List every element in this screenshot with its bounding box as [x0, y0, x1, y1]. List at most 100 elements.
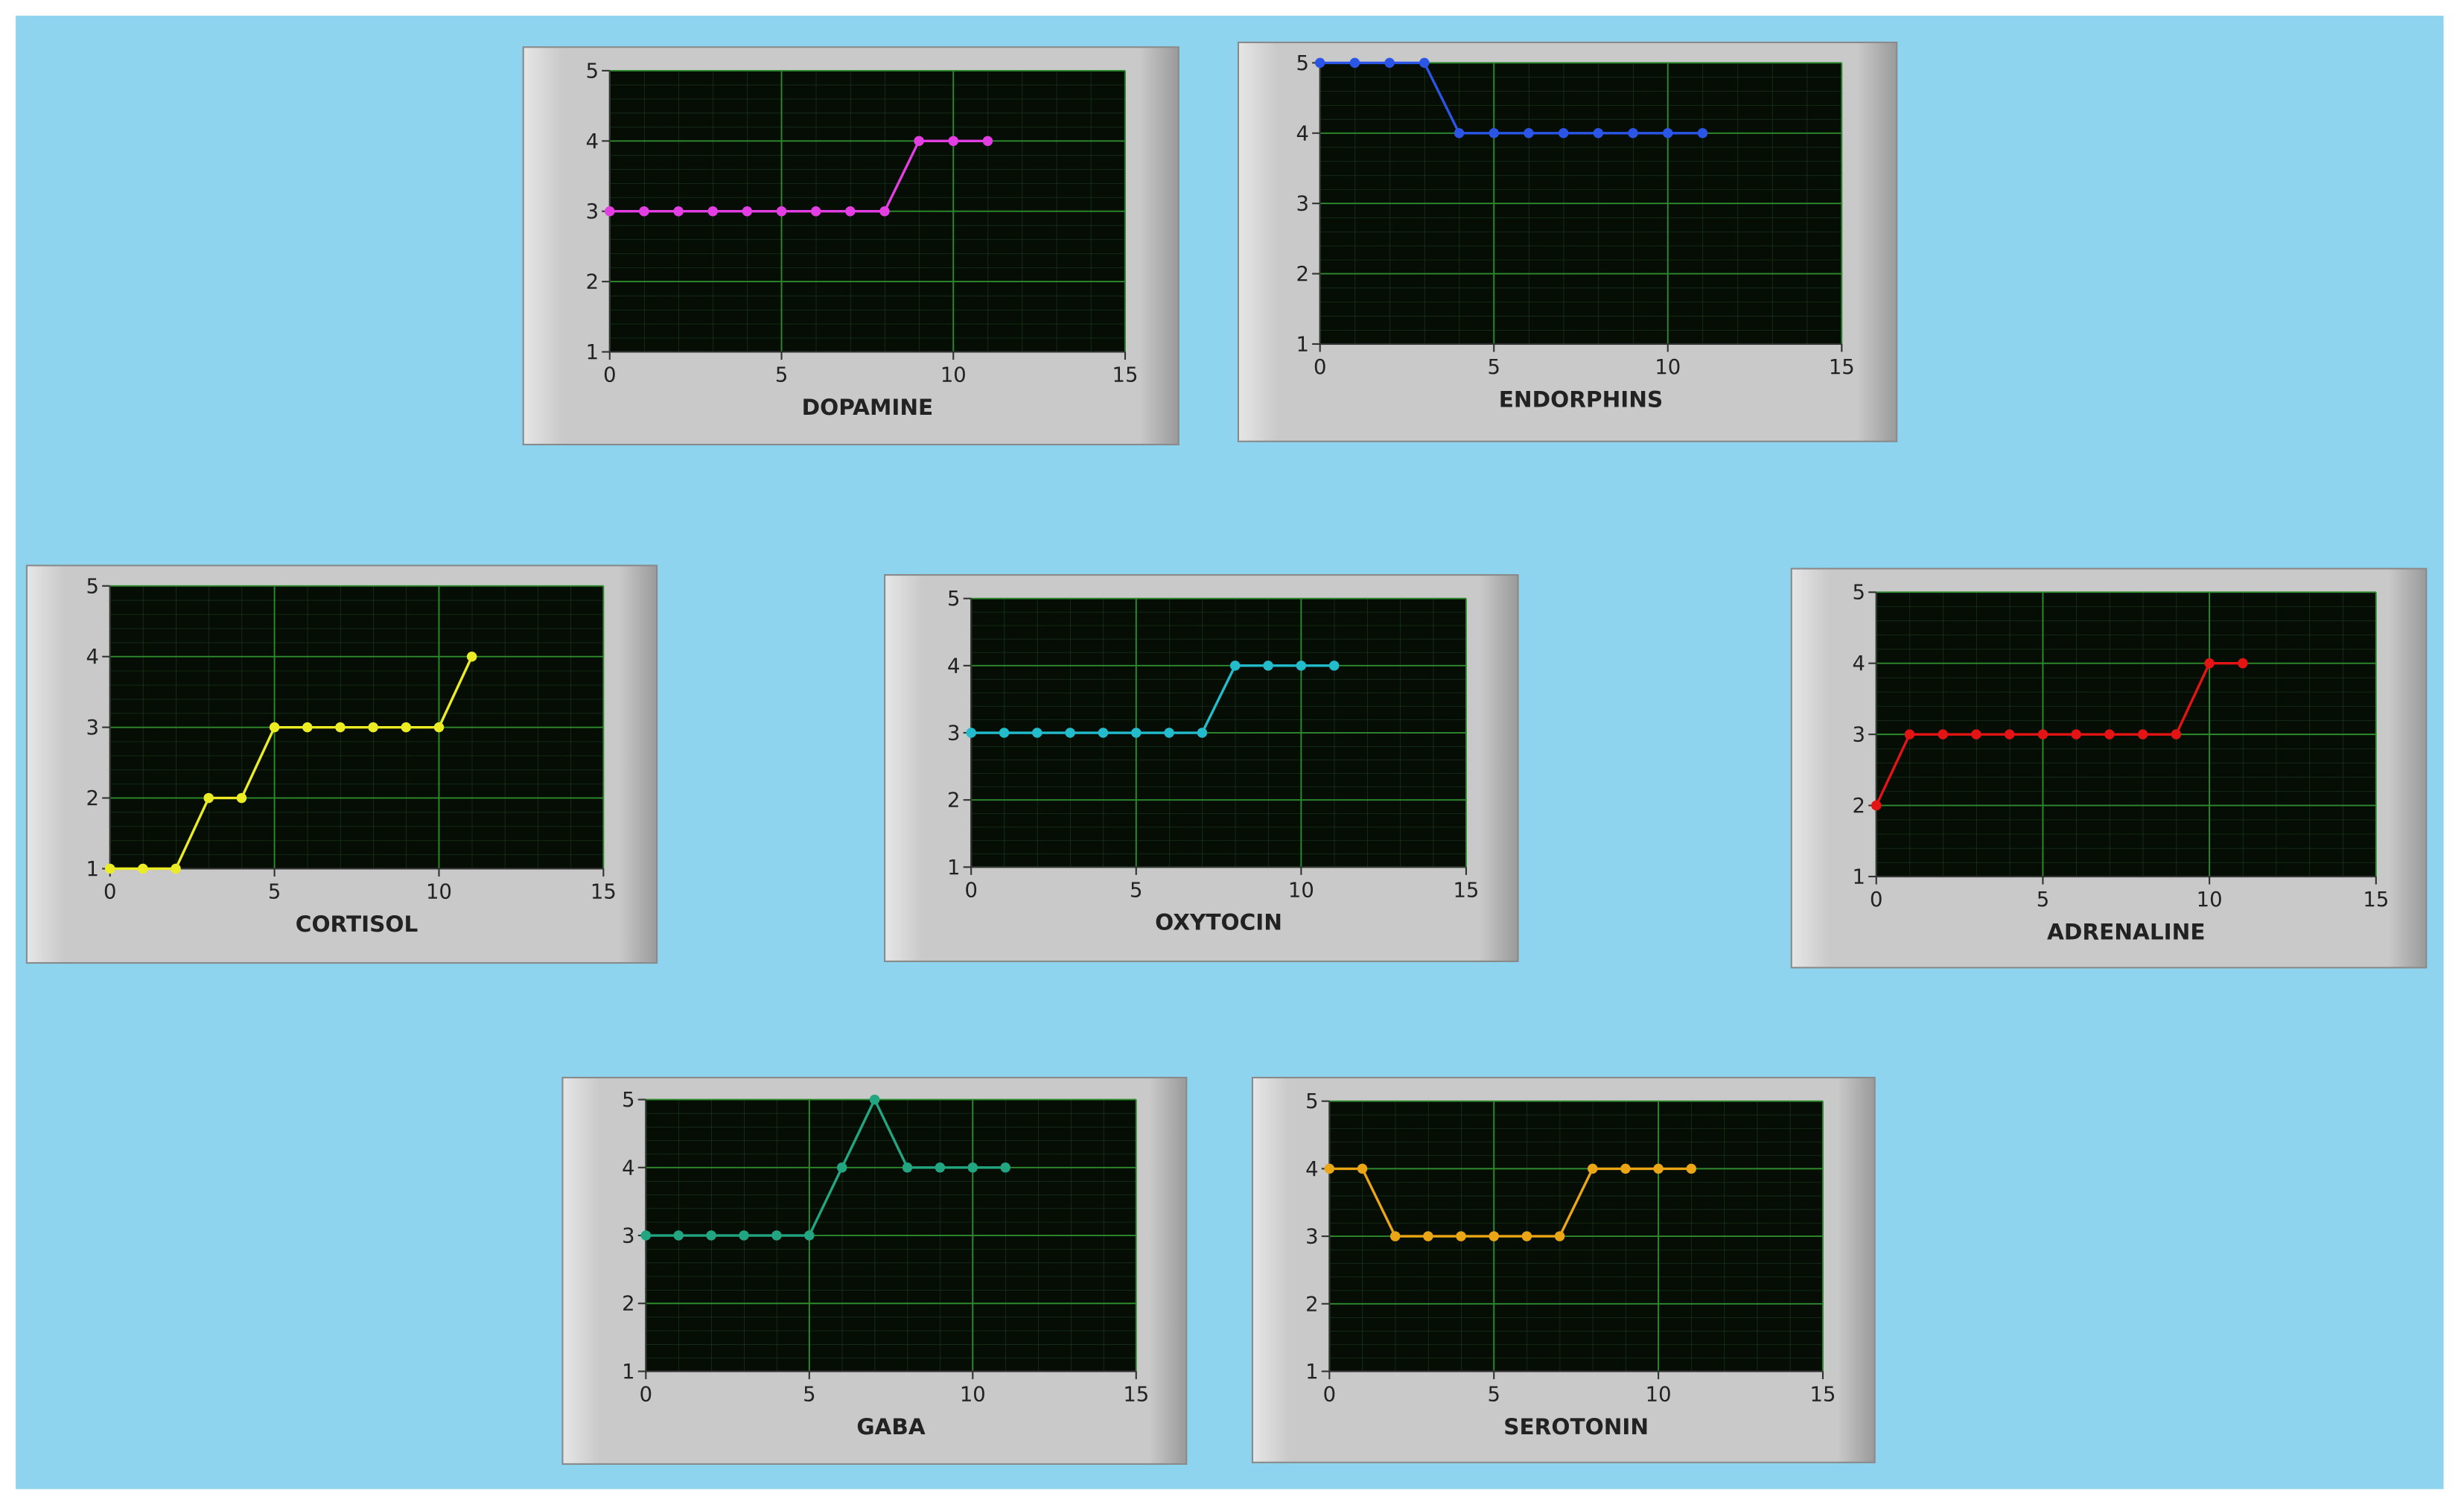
- data-point: [1032, 728, 1042, 738]
- x-tick-label: 15: [1810, 1384, 1836, 1407]
- data-point: [1653, 1163, 1664, 1174]
- chart-title: CORTISOL: [296, 912, 418, 937]
- data-point: [1663, 128, 1673, 139]
- data-point: [914, 136, 924, 147]
- y-tick-label: 3: [1853, 724, 1865, 747]
- y-tick-label: 5: [86, 575, 99, 598]
- x-tick-label: 0: [104, 881, 116, 904]
- data-point: [269, 722, 280, 733]
- x-tick-label: 15: [2363, 888, 2389, 912]
- data-point: [2037, 729, 2048, 739]
- data-point: [433, 722, 445, 733]
- data-point: [1521, 1231, 1532, 1241]
- data-point: [2004, 729, 2015, 739]
- x-tick-label: 15: [1112, 364, 1139, 387]
- graph-panel: 1 2 3 4 5 0 5 10 15 ADRENALINE: [1790, 567, 2428, 969]
- graph-panel: 1 2 3 4 5 0 5 10 15 DOPAMINE: [522, 46, 1180, 446]
- data-point: [1620, 1163, 1631, 1174]
- y-tick-label: 3: [86, 716, 99, 739]
- data-point: [902, 1162, 913, 1173]
- graph-panel: 1 2 3 4 5 0 5 10 15 GABA: [561, 1076, 1188, 1465]
- x-tick-label: 10: [940, 364, 967, 387]
- x-tick-label: 15: [1123, 1384, 1149, 1407]
- data-point: [335, 722, 346, 733]
- data-point: [999, 728, 1010, 738]
- y-tick-label: 2: [947, 789, 960, 812]
- y-tick-label: 4: [1305, 1158, 1318, 1181]
- data-point: [1324, 1163, 1335, 1174]
- data-point: [771, 1230, 782, 1241]
- x-tick-label: 0: [964, 879, 977, 902]
- data-point: [1314, 57, 1325, 69]
- data-point: [639, 206, 649, 217]
- graph-panel: 1 2 3 4 5 0 5 10 15 CORTISOL: [25, 564, 658, 964]
- graph-panel: 1 2 3 4 5 0 5 10 15 ENDORPHINS: [1237, 41, 1898, 442]
- y-tick-label: 2: [586, 271, 599, 294]
- data-point: [1686, 1163, 1697, 1174]
- data-point: [1197, 728, 1208, 738]
- y-tick-label: 4: [622, 1157, 634, 1180]
- data-line: [1329, 1167, 1692, 1238]
- data-line: [646, 1096, 1006, 1237]
- x-tick-label: 10: [960, 1384, 986, 1407]
- data-point: [706, 1230, 716, 1241]
- data-point: [2204, 658, 2215, 669]
- data-point: [2171, 729, 2182, 739]
- data-point: [1229, 661, 1241, 671]
- data-point: [967, 1162, 978, 1173]
- data-point: [1871, 800, 1882, 811]
- x-tick-label: 10: [1288, 879, 1314, 902]
- data-point: [1938, 729, 1948, 739]
- x-tick-label: 0: [1323, 1384, 1336, 1407]
- y-tick-label: 4: [947, 655, 960, 678]
- data-point: [1489, 128, 1499, 139]
- data-point: [302, 722, 313, 733]
- data-point: [466, 651, 477, 662]
- y-tick-label: 3: [586, 200, 599, 223]
- x-tick-label: 10: [2197, 888, 2223, 912]
- data-point: [966, 728, 976, 738]
- data-point: [2238, 658, 2248, 669]
- y-tick-label: 4: [86, 646, 99, 669]
- data-point: [1593, 128, 1604, 139]
- data-point: [1587, 1163, 1598, 1174]
- x-tick-label: 5: [1130, 879, 1142, 902]
- chart-title: ADRENALINE: [2047, 919, 2205, 944]
- y-tick-label: 4: [1296, 122, 1308, 145]
- chart-title: ENDORPHINS: [1499, 386, 1664, 412]
- data-point: [2137, 729, 2148, 739]
- data-point: [640, 1230, 652, 1241]
- x-tick-label: 0: [603, 364, 616, 387]
- data-point: [1296, 661, 1307, 671]
- data-point: [1454, 128, 1465, 139]
- data-point: [605, 206, 615, 217]
- data-point: [138, 863, 148, 874]
- data-line: [1319, 61, 1703, 135]
- data-point: [1554, 1231, 1565, 1241]
- data-point: [1263, 661, 1273, 671]
- data-point: [1164, 728, 1174, 738]
- y-tick-label: 3: [947, 722, 960, 745]
- x-tick-label: 0: [640, 1384, 652, 1407]
- x-tick-label: 0: [1314, 356, 1326, 379]
- y-tick-label: 2: [1305, 1293, 1318, 1316]
- x-tick-label: 10: [1646, 1384, 1672, 1407]
- x-tick-label: 0: [1870, 888, 1882, 912]
- y-tick-label: 1: [1853, 866, 1865, 889]
- data-point: [1131, 728, 1142, 738]
- y-tick-label: 5: [947, 588, 960, 611]
- y-tick-label: 5: [1853, 582, 1865, 605]
- x-tick-label: 5: [1488, 356, 1500, 379]
- x-tick-label: 10: [426, 881, 452, 904]
- x-tick-label: 15: [1829, 356, 1855, 379]
- x-tick-label: 5: [803, 1384, 815, 1407]
- data-line: [609, 139, 988, 213]
- data-point: [707, 206, 718, 217]
- data-point: [776, 206, 787, 217]
- data-point: [236, 792, 247, 804]
- data-point: [935, 1162, 946, 1173]
- data-point: [742, 206, 753, 217]
- data-point: [1098, 728, 1109, 738]
